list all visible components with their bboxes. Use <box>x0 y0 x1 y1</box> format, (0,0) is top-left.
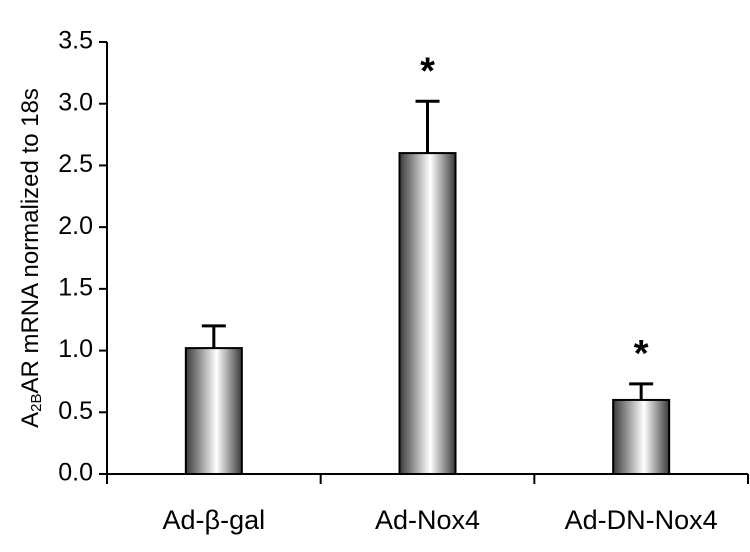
x-tick-label: Ad-Nox4 <box>375 505 480 535</box>
y-tick-label: 3.0 <box>58 88 93 116</box>
y-tick-label: 0.0 <box>58 459 93 487</box>
bar <box>398 152 457 475</box>
significance-mark: * <box>420 50 435 92</box>
x-tick-label: Ad-DN-Nox4 <box>565 505 718 535</box>
y-label-sub: 2B <box>28 394 45 412</box>
y-tick-label: 1.5 <box>58 273 93 301</box>
y-label-rest: AR mRNA normalized to 18s <box>17 88 44 393</box>
significance-mark: * <box>634 333 649 375</box>
bar <box>184 347 243 475</box>
y-tick-label: 2.5 <box>58 150 93 178</box>
bar <box>612 398 671 476</box>
y-tick-label: 0.5 <box>58 397 93 425</box>
y-axis-label: A2BAR mRNA normalized to 18s <box>17 88 45 428</box>
x-tick-label: Ad-β-gal <box>163 505 266 535</box>
y-tick-label: 2.0 <box>58 212 93 240</box>
y-label-base: A <box>17 412 44 428</box>
y-tick-label: 1.0 <box>58 335 93 363</box>
y-tick-label: 3.5 <box>58 27 93 55</box>
